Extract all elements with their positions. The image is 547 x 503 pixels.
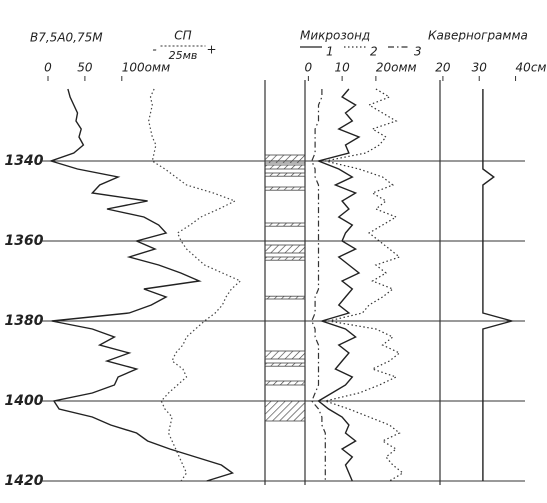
depth-tick-label: 1420 bbox=[5, 473, 44, 489]
lithology-interval bbox=[264, 295, 306, 300]
lithology-interval bbox=[264, 256, 306, 261]
scale-label: 25мв bbox=[169, 49, 198, 62]
log-curve bbox=[323, 88, 404, 482]
scale-sign: - bbox=[152, 43, 156, 57]
legend-label: 1 bbox=[326, 45, 334, 59]
x-tick-label: 50 bbox=[77, 61, 93, 75]
lithology-interval bbox=[264, 350, 306, 360]
lithology-interval bbox=[264, 380, 306, 386]
x-tick-label: 10 bbox=[334, 61, 350, 75]
lithology-interval bbox=[264, 154, 306, 164]
depth-tick-label: 1400 bbox=[5, 393, 44, 409]
track-title: В7,5А0,75М bbox=[30, 31, 103, 45]
log-curve bbox=[148, 88, 242, 482]
legend-label: 3 bbox=[414, 45, 422, 59]
x-tick-label: 100омм bbox=[122, 61, 170, 75]
x-tick-label: 0 bbox=[44, 61, 52, 75]
x-tick-label: 40см bbox=[516, 61, 547, 75]
x-tick-label: 20 bbox=[435, 61, 451, 75]
x-tick-label: 20омм bbox=[376, 61, 417, 75]
lithology-interval bbox=[264, 186, 306, 191]
lithology-interval bbox=[264, 244, 306, 254]
curve-label: СП bbox=[174, 29, 191, 43]
log-curve bbox=[48, 88, 235, 482]
lithology-interval bbox=[264, 172, 306, 177]
lithology-interval bbox=[264, 222, 306, 227]
track-title: Микрозонд bbox=[300, 29, 370, 43]
depth-tick-label: 1360 bbox=[5, 233, 44, 249]
depth-tick-label: 1380 bbox=[5, 313, 44, 329]
x-tick-label: 30 bbox=[472, 61, 488, 75]
track-title: Кавернограмма bbox=[428, 29, 528, 43]
log-curve bbox=[311, 89, 326, 481]
depth-tick-label: 1340 bbox=[5, 153, 44, 169]
lithology-interval bbox=[264, 400, 306, 422]
lithology-interval bbox=[264, 164, 306, 170]
log-curve bbox=[316, 88, 361, 482]
x-tick-label: 0 bbox=[305, 61, 313, 75]
log-curve bbox=[482, 89, 515, 481]
lithology-interval bbox=[264, 362, 306, 367]
scale-sign: + bbox=[206, 43, 216, 57]
legend-label: 2 bbox=[370, 45, 378, 59]
